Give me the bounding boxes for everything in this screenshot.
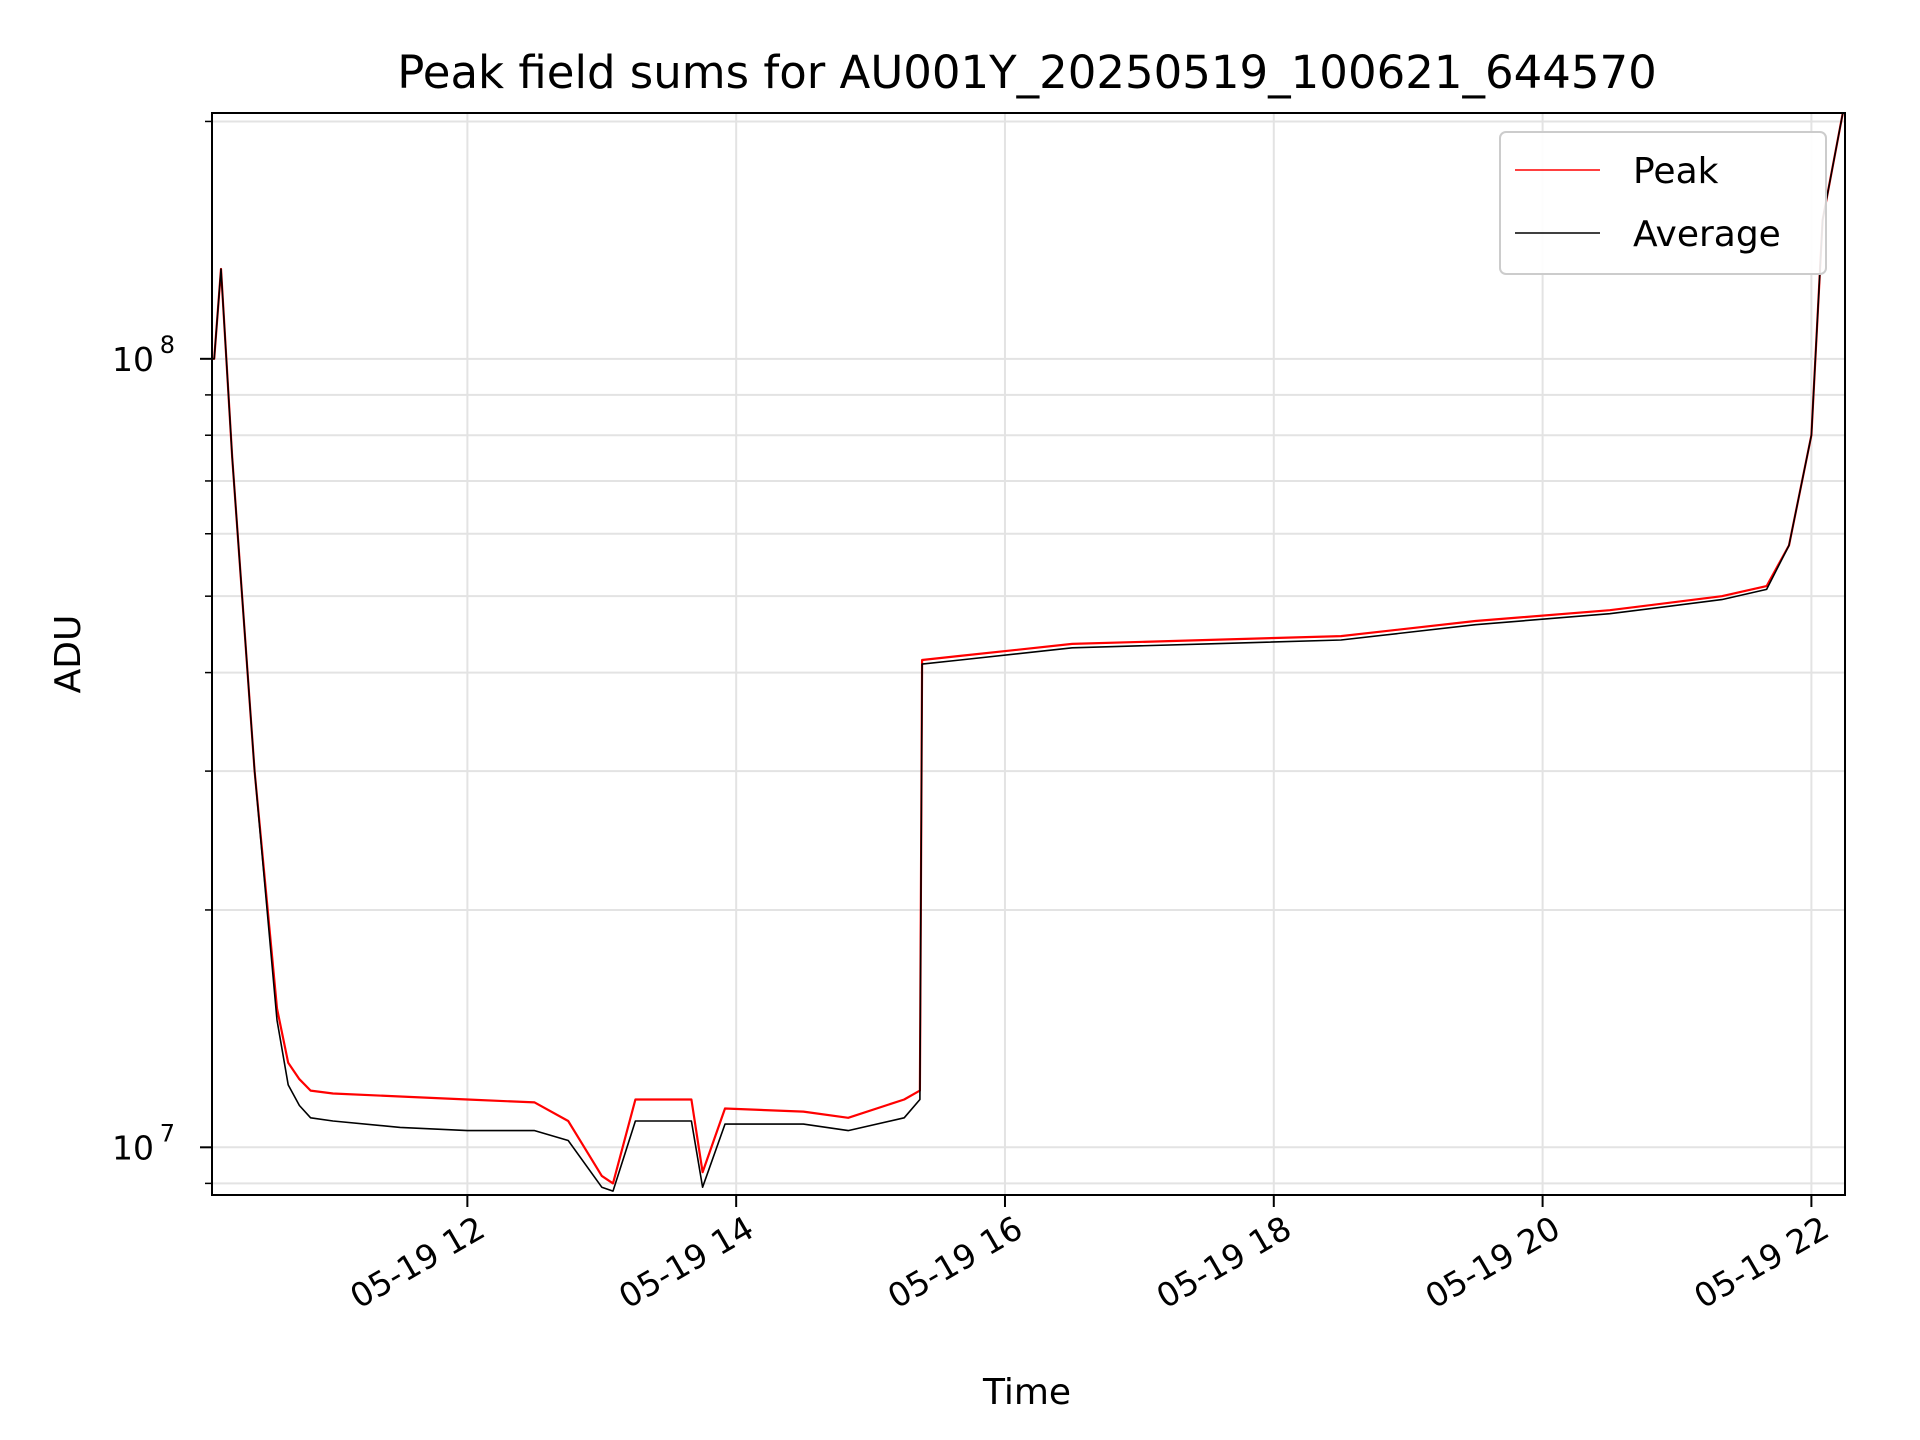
grid-layer <box>212 113 1845 1195</box>
legend-box <box>1499 131 1827 275</box>
legend-label-peak: Peak <box>1633 151 1719 192</box>
x-tick-label: 05-19 12 <box>343 1208 491 1316</box>
y-tick-label: 10 <box>112 340 154 379</box>
series-layer <box>212 112 1844 1192</box>
chart-title: Peak field sums for AU001Y_20250519_1006… <box>397 46 1657 99</box>
plot-frame <box>211 112 1846 1196</box>
y-tick-exponent: 8 <box>160 331 175 359</box>
y-tick-exponent: 7 <box>160 1119 175 1147</box>
x-axis-label: Time <box>982 1372 1071 1413</box>
series-line-average <box>212 112 1844 1192</box>
tick-layer: 10 810 705-19 12 05-19 14 05-19 16 05-19 18 05… <box>112 120 1835 1316</box>
y-tick-label: 10 <box>112 1128 154 1167</box>
legend-label-average: Average <box>1633 214 1781 255</box>
x-tick-label: 05-19 18 <box>1150 1208 1298 1316</box>
legend: Peak Average <box>1499 131 1827 275</box>
x-tick-label: 05-19 14 <box>612 1208 760 1316</box>
y-axis-label: ADU <box>48 615 89 694</box>
x-tick-label: 05-19 16 <box>881 1208 1029 1316</box>
series-line-peak <box>212 112 1844 1185</box>
x-tick-label: 05-19 22 <box>1687 1208 1835 1316</box>
x-tick-label: 05-19 20 <box>1419 1208 1567 1316</box>
